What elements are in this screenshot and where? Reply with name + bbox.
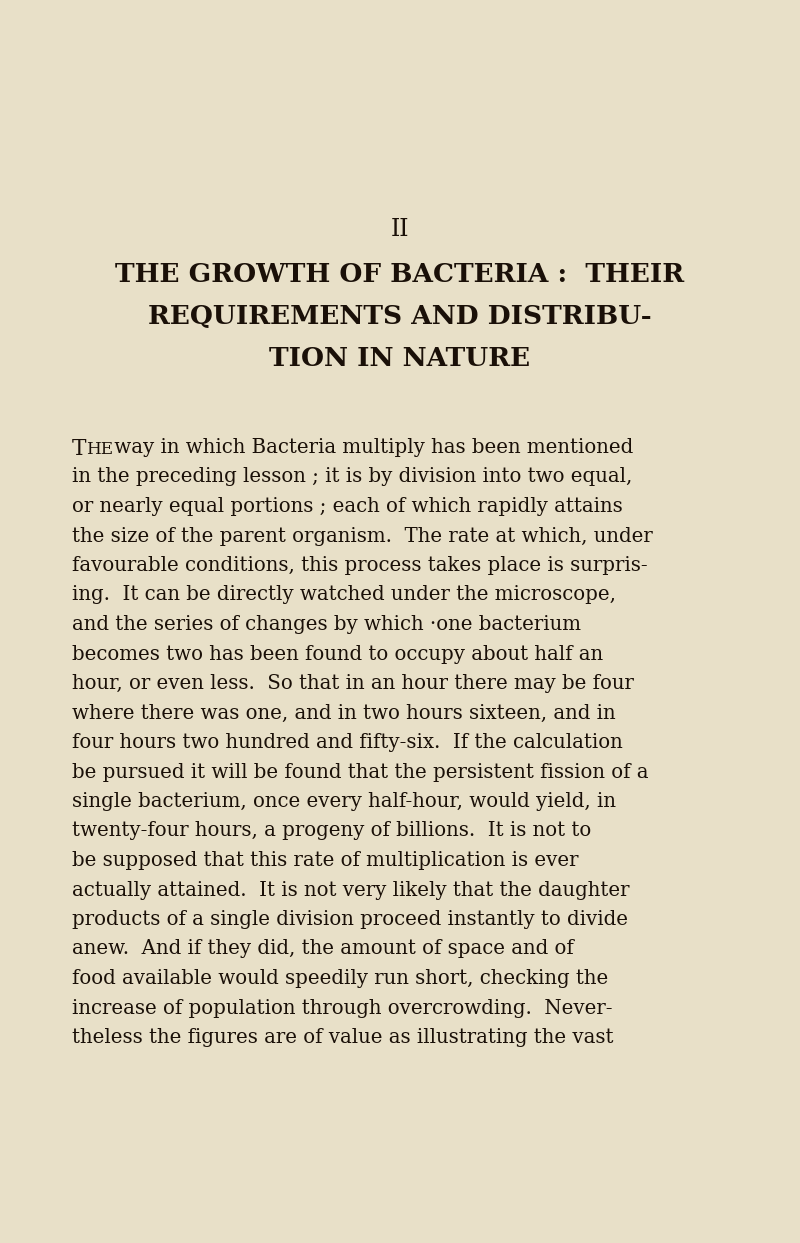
Text: actually attained.  It is not very likely that the daughter: actually attained. It is not very likely… — [72, 880, 630, 900]
Text: TION IN NATURE: TION IN NATURE — [270, 346, 530, 370]
Text: T: T — [72, 438, 86, 460]
Text: products of a single division proceed instantly to divide: products of a single division proceed in… — [72, 910, 628, 929]
Text: REQUIREMENTS AND DISTRIBU-: REQUIREMENTS AND DISTRIBU- — [148, 305, 652, 329]
Text: single bacterium, once every half-hour, would yield, in: single bacterium, once every half-hour, … — [72, 792, 616, 810]
Text: and the series of changes by which ·one bacterium: and the series of changes by which ·one … — [72, 615, 581, 634]
Text: be supposed that this rate of multiplication is ever: be supposed that this rate of multiplica… — [72, 851, 578, 870]
Text: becomes two has been found to occupy about half an: becomes two has been found to occupy abo… — [72, 645, 603, 664]
Text: II: II — [390, 218, 410, 241]
Text: THE GROWTH OF BACTERIA :  THEIR: THE GROWTH OF BACTERIA : THEIR — [115, 262, 685, 287]
Text: the size of the parent organism.  The rate at which, under: the size of the parent organism. The rat… — [72, 527, 653, 546]
Text: theless the figures are of value as illustrating the vast: theless the figures are of value as illu… — [72, 1028, 614, 1047]
Text: ing.  It can be directly watched under the microscope,: ing. It can be directly watched under th… — [72, 585, 616, 604]
Text: favourable conditions, this process takes place is surpris-: favourable conditions, this process take… — [72, 556, 648, 576]
Text: four hours two hundred and fifty-six.  If the calculation: four hours two hundred and fifty-six. If… — [72, 733, 622, 752]
Text: increase of population through overcrowding.  Never-: increase of population through overcrowd… — [72, 998, 613, 1018]
Text: HE: HE — [86, 440, 114, 457]
Text: anew.  And if they did, the amount of space and of: anew. And if they did, the amount of spa… — [72, 940, 574, 958]
Text: way in which Bacteria multiply has been mentioned: way in which Bacteria multiply has been … — [108, 438, 634, 457]
Text: hour, or even less.  So that in an hour there may be four: hour, or even less. So that in an hour t… — [72, 674, 634, 694]
Text: where there was one, and in two hours sixteen, and in: where there was one, and in two hours si… — [72, 704, 616, 722]
Text: twenty-four hours, a progeny of billions.  It is not to: twenty-four hours, a progeny of billions… — [72, 822, 591, 840]
Text: be pursued it will be found that the persistent fission of a: be pursued it will be found that the per… — [72, 762, 649, 782]
Text: food available would speedily run short, checking the: food available would speedily run short,… — [72, 970, 608, 988]
Text: in the preceding lesson ; it is by division into two equal,: in the preceding lesson ; it is by divis… — [72, 467, 632, 486]
Text: or nearly equal portions ; each of which rapidly attains: or nearly equal portions ; each of which… — [72, 497, 622, 516]
